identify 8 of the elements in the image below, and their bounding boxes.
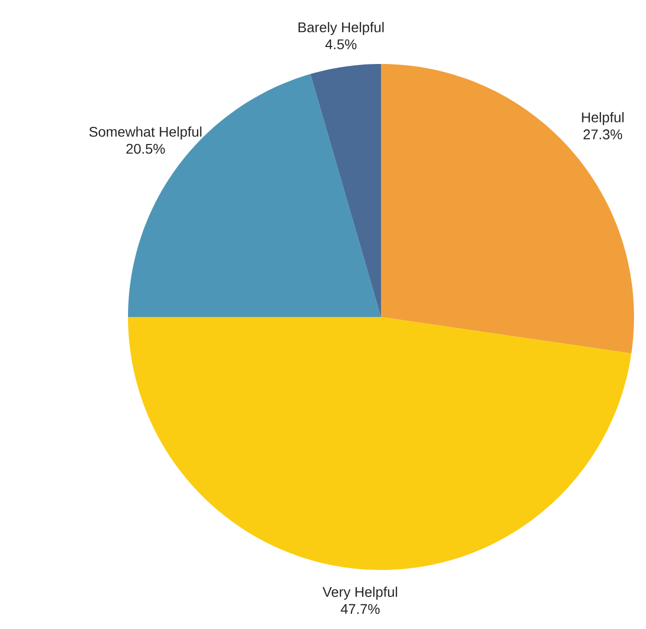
slice-label: Barely Helpful (298, 22, 384, 36)
data-label: 27.3% (584, 129, 622, 140)
slice-label: Very Helpful (322, 586, 398, 600)
slice-label: Somewhat Helpful (89, 126, 202, 140)
slice-label: Helpful (582, 112, 624, 126)
data-label: 20.5% (126, 144, 165, 154)
data-label: 4.5% (325, 39, 356, 50)
data-label: 47.7% (340, 604, 380, 614)
